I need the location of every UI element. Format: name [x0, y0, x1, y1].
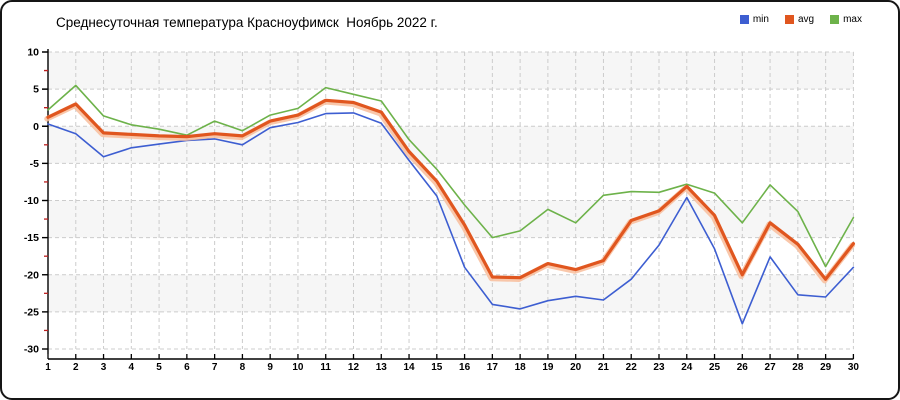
x-tick-label: 8: [240, 362, 246, 373]
legend-item-max: max: [830, 14, 862, 25]
x-tick-label: 2: [73, 362, 79, 373]
x-tick-label: 3: [101, 362, 107, 373]
series-avg-line: [44, 98, 856, 284]
x-tick-label: 24: [681, 362, 693, 373]
x-tick-label: 6: [184, 362, 190, 373]
x-tick-label: 16: [459, 362, 471, 373]
y-tick-label: 5: [33, 84, 39, 96]
y-tick-label: -25: [24, 306, 39, 318]
x-tick-label: 9: [267, 362, 273, 373]
x-tick-label: 20: [570, 362, 582, 373]
legend-swatch-max: [830, 15, 840, 24]
x-tick-label: 26: [737, 362, 749, 373]
x-tick-label: 5: [156, 362, 162, 373]
y-axis: 10 5 0 -5 -10 -15 -20 -25 -30: [24, 47, 49, 356]
x-tick-label: 27: [765, 362, 777, 373]
y-tick-label: -30: [24, 344, 39, 356]
y-tick-label: -5: [30, 158, 39, 170]
x-tick-label: 12: [348, 362, 360, 373]
y-tick-label: 0: [33, 121, 39, 133]
x-tick-label: 23: [653, 362, 665, 373]
plot-bands: [48, 52, 854, 312]
y-tick-label: -10: [24, 195, 39, 207]
legend-label-avg: avg: [797, 14, 815, 25]
x-tick-label: 21: [598, 362, 610, 373]
y-tick-label: 10: [27, 47, 39, 59]
legend-swatch-avg: [784, 15, 794, 24]
x-tick-label: 13: [376, 362, 388, 373]
series-max-line: [47, 84, 855, 268]
legend-item-min: min: [739, 14, 769, 25]
x-tick-label: 11: [320, 362, 331, 373]
series-min-line: [47, 112, 855, 325]
x-tick-label: 18: [515, 362, 527, 373]
x-tick-label: 4: [129, 362, 135, 373]
x-tick-label: 17: [487, 362, 499, 373]
legend: min avg max: [739, 14, 862, 25]
x-tick-label: 30: [848, 362, 860, 373]
x-tick-label: 10: [292, 362, 304, 373]
y-tick-label: -20: [24, 269, 39, 281]
x-tick-label: 29: [820, 362, 832, 373]
legend-item-avg: avg: [784, 14, 815, 25]
legend-label-max: max: [843, 14, 862, 25]
x-tick-label: 15: [431, 362, 443, 373]
x-axis: 1 2 3 4 5 6 7 8 9 10 11 12 13 14 15 16 17 18 19 20 21 22 23 24 2…: [45, 354, 859, 373]
x-tick-label: 28: [792, 362, 804, 373]
chart-title: Среднесуточная температура Красноуфимск …: [56, 15, 438, 30]
x-tick-label: 25: [709, 362, 721, 373]
x-tick-label: 7: [212, 362, 218, 373]
y-tick-label: -15: [24, 232, 39, 244]
x-tick-label: 14: [403, 362, 415, 373]
legend-label-min: min: [752, 14, 769, 25]
x-tick-label: 1: [45, 362, 51, 373]
x-tick-label: 19: [542, 362, 554, 373]
x-tick-label: 22: [626, 362, 638, 373]
legend-swatch-min: [739, 15, 749, 24]
